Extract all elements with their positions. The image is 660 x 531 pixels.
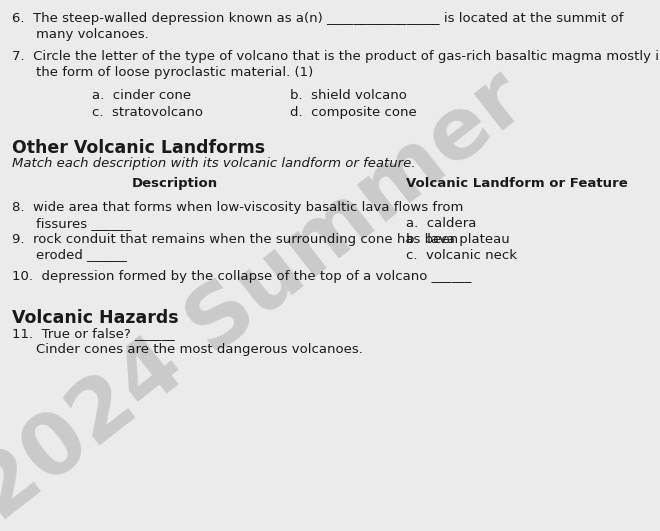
Text: 8.  wide area that forms when low-viscosity basaltic lava flows from: 8. wide area that forms when low-viscosi… (12, 201, 463, 213)
Text: b.  shield volcano: b. shield volcano (290, 89, 407, 102)
Text: 2024 Summer: 2024 Summer (0, 57, 542, 531)
Text: 6.  The steep-walled depression known as a(n) _________________ is located at th: 6. The steep-walled depression known as … (12, 12, 624, 24)
Text: a.  cinder cone: a. cinder cone (92, 89, 191, 102)
Text: c.  volcanic neck: c. volcanic neck (406, 249, 517, 261)
Text: Volcanic Landform or Feature: Volcanic Landform or Feature (406, 177, 628, 190)
Text: Other Volcanic Landforms: Other Volcanic Landforms (12, 139, 265, 157)
Text: 10.  depression formed by the collapse of the top of a volcano ______: 10. depression formed by the collapse of… (12, 270, 471, 282)
Text: Match each description with its volcanic landform or feature.: Match each description with its volcanic… (12, 157, 415, 170)
Text: 9.  rock conduit that remains when the surrounding cone has been: 9. rock conduit that remains when the su… (12, 233, 458, 245)
Text: b.  lava plateau: b. lava plateau (406, 233, 510, 245)
Text: eroded ______: eroded ______ (36, 249, 127, 261)
Text: Description: Description (132, 177, 218, 190)
Text: d.  composite cone: d. composite cone (290, 106, 417, 119)
Text: 7.  Circle the letter of the type of volcano that is the product of gas-rich bas: 7. Circle the letter of the type of volc… (12, 50, 660, 63)
Text: c.  stratovolcano: c. stratovolcano (92, 106, 203, 119)
Text: a.  caldera: a. caldera (406, 217, 477, 229)
Text: fissures ______: fissures ______ (36, 217, 131, 229)
Text: many volcanoes.: many volcanoes. (36, 28, 149, 40)
Text: Volcanic Hazards: Volcanic Hazards (12, 309, 178, 327)
Text: Cinder cones are the most dangerous volcanoes.: Cinder cones are the most dangerous volc… (36, 343, 363, 356)
Text: 11.  True or false? ______: 11. True or false? ______ (12, 327, 175, 340)
Text: the form of loose pyroclastic material. (1): the form of loose pyroclastic material. … (36, 66, 314, 79)
